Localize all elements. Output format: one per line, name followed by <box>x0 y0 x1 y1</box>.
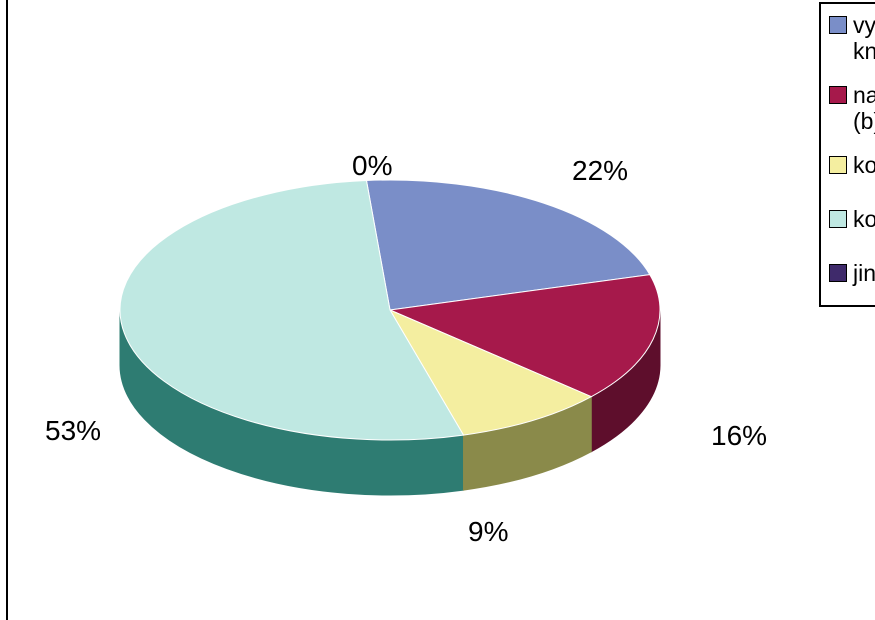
legend-item: jine <box>821 242 875 296</box>
legend-line: (b) <box>853 108 875 134</box>
pie-chart <box>90 155 690 575</box>
legend-line: ko <box>853 152 875 178</box>
legend-item: ko <box>821 144 875 188</box>
pct-label-0: 0% <box>352 150 392 182</box>
legend-text: ko <box>853 206 875 232</box>
legend-line: vyv <box>853 12 875 38</box>
pie-svg <box>90 155 690 575</box>
legend-text: jine <box>853 260 875 286</box>
pct-label-9: 9% <box>468 516 508 548</box>
legend-swatch <box>829 210 847 228</box>
legend-swatch <box>829 86 847 104</box>
legend-item: na (b) <box>821 74 875 144</box>
legend-line: kn <box>853 38 875 64</box>
legend-line: na <box>853 82 875 108</box>
legend-text: ko <box>853 152 875 178</box>
legend-swatch <box>829 16 847 34</box>
left-rule <box>6 0 8 620</box>
legend-item: ko <box>821 188 875 242</box>
legend-text: vyv kn <box>853 12 875 64</box>
chart-stage: 0% 22% 16% 9% 53% vyv kn na (b) ko ko <box>0 0 875 620</box>
pct-label-22: 22% <box>572 155 628 187</box>
legend-inner: vyv kn na (b) ko ko jine <box>821 4 875 296</box>
legend-swatch <box>829 264 847 282</box>
legend-line: ko <box>853 206 875 232</box>
legend-text: na (b) <box>853 82 875 134</box>
legend-swatch <box>829 156 847 174</box>
legend-line: jine <box>853 260 875 286</box>
pct-label-16: 16% <box>711 420 767 452</box>
legend: vyv kn na (b) ko ko jine <box>819 2 875 307</box>
pct-label-53: 53% <box>45 415 101 447</box>
legend-item: vyv kn <box>821 4 875 74</box>
